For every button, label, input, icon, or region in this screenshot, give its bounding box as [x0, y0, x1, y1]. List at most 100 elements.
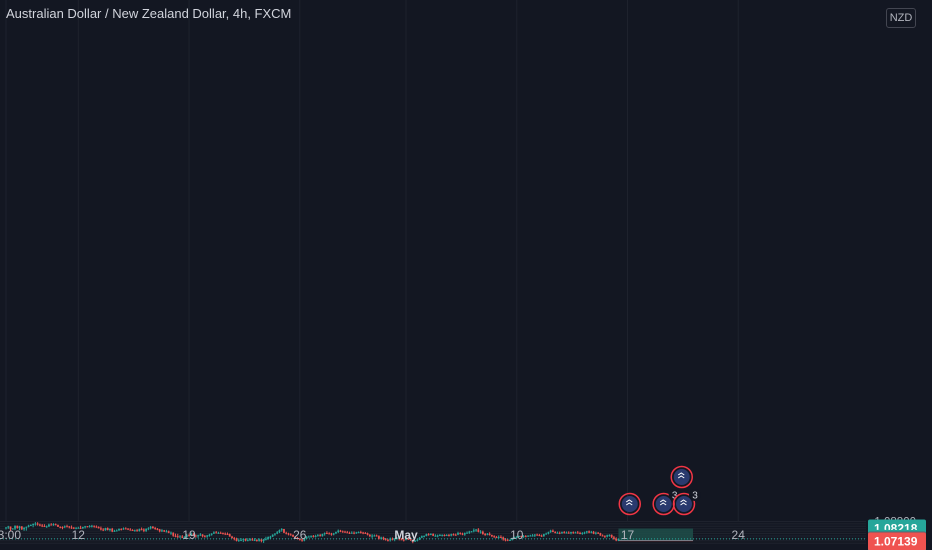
candle-body [409, 538, 412, 540]
candle-body [608, 534, 611, 536]
currency-badge[interactable]: NZD [886, 8, 916, 28]
candle-body [506, 539, 509, 541]
candle-body [14, 525, 16, 529]
candle-body [310, 535, 312, 537]
candle-body [161, 530, 163, 532]
candle-body [515, 536, 518, 538]
candle-body [583, 532, 586, 534]
candle-body [70, 527, 73, 529]
candle-body [606, 535, 609, 537]
candle-body [561, 532, 563, 534]
candle-body [57, 524, 59, 527]
candle-body [511, 538, 514, 540]
candle-body [61, 527, 64, 529]
candle-body [414, 540, 416, 542]
candle-body [294, 536, 297, 539]
candle-body [213, 532, 215, 534]
candle-body [402, 539, 405, 541]
candle-body [567, 532, 570, 534]
candle-body [493, 536, 496, 538]
candle-body [481, 531, 484, 535]
candle-body [570, 532, 572, 534]
candle-body [378, 536, 380, 539]
candle-body [233, 538, 236, 540]
candle-body [531, 535, 534, 537]
candle-body [615, 538, 618, 541]
event-marker-ring[interactable] [670, 465, 693, 489]
candle-body [194, 535, 197, 537]
candle-body [427, 534, 430, 536]
candle-body [140, 529, 143, 531]
candle-body [231, 536, 233, 538]
candle-body [154, 527, 157, 529]
candle-body [491, 535, 493, 537]
flag-icon [676, 496, 692, 512]
candle-body [527, 535, 529, 537]
candle-body [382, 537, 385, 539]
flag-icon [673, 469, 690, 485]
candle-body [454, 534, 457, 536]
candle-body [185, 534, 188, 537]
candle-body [258, 539, 261, 541]
candle-body [215, 532, 218, 534]
candle-body [617, 538, 620, 541]
symbol-title[interactable]: Australian Dollar / New Zealand Dollar, … [6, 6, 292, 21]
candle-body [16, 525, 19, 528]
candle-body [109, 528, 111, 531]
candle-body [457, 532, 459, 535]
candle-body [545, 533, 548, 535]
candle-body [436, 535, 439, 537]
time-tick-label: 10 [510, 528, 524, 542]
candle-body [387, 539, 389, 541]
candle-body [585, 531, 588, 533]
candle-body [448, 534, 450, 536]
candle-body [366, 533, 369, 535]
candle-body [181, 536, 184, 538]
candle-body [163, 530, 166, 532]
candle-body [260, 539, 263, 542]
candle-body [29, 525, 32, 527]
candle-body [597, 532, 600, 534]
candlestick-series [5, 522, 620, 544]
candle-body [217, 532, 220, 534]
candle-body [86, 526, 89, 528]
candle-body [68, 526, 71, 528]
candle-body [34, 523, 37, 525]
event-count: 3 [692, 491, 698, 502]
candle-body [52, 524, 55, 526]
candle-body [72, 527, 75, 529]
candle-body [201, 534, 204, 537]
event-count-bg [668, 489, 681, 501]
time-axis[interactable]: 13:00 12 19 26 May 10 17 24 [0, 528, 745, 542]
flag-stripes-icon [659, 499, 667, 506]
candle-body [307, 536, 310, 538]
candle-body [88, 526, 91, 528]
candle-body [463, 532, 466, 535]
event-marker-ring[interactable] [618, 492, 642, 516]
candle-body [228, 534, 231, 537]
candle-body [321, 533, 324, 537]
time-tick-label: May [394, 528, 418, 542]
candle-body [79, 527, 82, 529]
candle-body [486, 533, 489, 535]
target-zone [618, 528, 694, 541]
candle-body [425, 534, 428, 536]
candle-body [540, 535, 543, 537]
candle-body [472, 530, 475, 532]
candle-body [574, 532, 577, 534]
candle-body [32, 523, 35, 526]
candle-body [407, 538, 410, 540]
candle-body [393, 538, 396, 540]
stop-price-label: 1.07139 [874, 535, 918, 549]
candle-body [375, 535, 378, 537]
event-marker-ring[interactable] [672, 492, 696, 516]
candle-body [443, 534, 446, 536]
candle-body [533, 534, 536, 536]
time-tick-label: 17 [621, 528, 635, 542]
candle-body [500, 536, 502, 538]
candle-body [353, 532, 355, 534]
candle-body [522, 536, 525, 538]
candle-body [81, 527, 84, 529]
